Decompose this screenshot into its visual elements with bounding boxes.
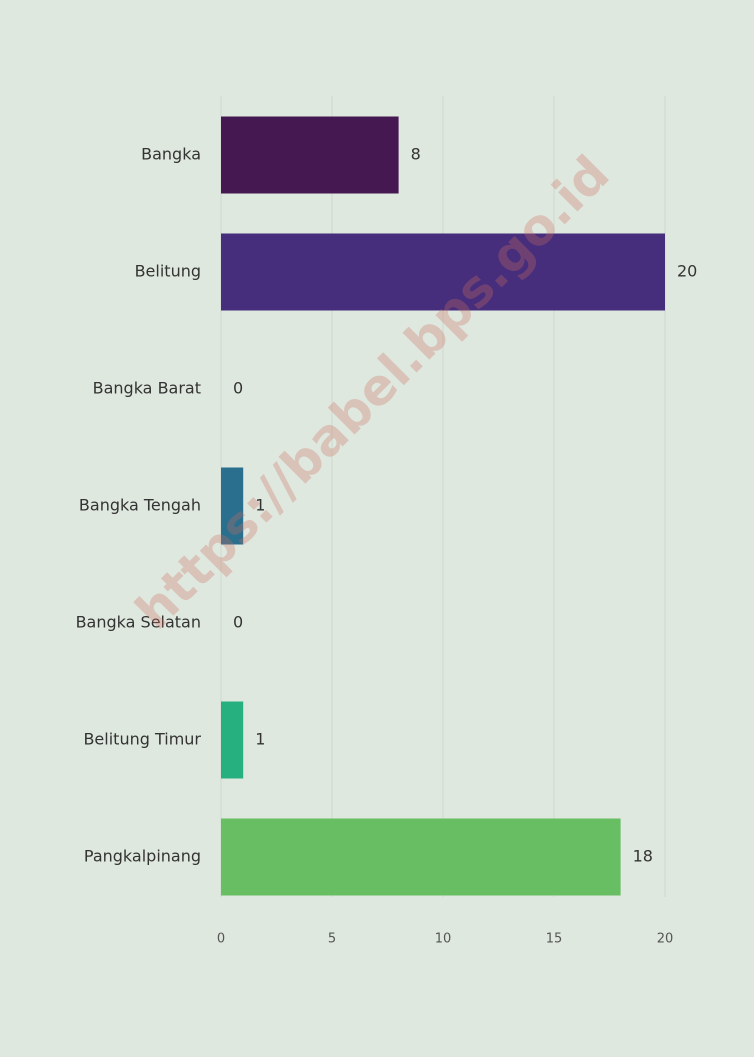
bar [221, 233, 665, 311]
data-label: 18 [633, 847, 653, 866]
y-tick-label: Bangka [141, 145, 201, 164]
y-tick-label: Belitung Timur [83, 730, 201, 749]
x-tick-label: 15 [546, 932, 563, 947]
data-label: 0 [233, 613, 243, 632]
data-label: 1 [255, 496, 265, 515]
y-tick-label: Pangkalpinang [84, 847, 201, 866]
bar [221, 701, 244, 779]
data-label: 20 [677, 262, 697, 281]
bar [221, 467, 244, 545]
x-tick-label: 20 [657, 932, 674, 947]
y-tick-label: Bangka Barat [93, 379, 201, 398]
x-tick-label: 0 [217, 932, 225, 947]
x-tick-label: 5 [328, 932, 336, 947]
y-tick-label: Bangka Tengah [79, 496, 201, 515]
x-tick-label: 10 [435, 932, 452, 947]
y-tick-label: Belitung [135, 262, 201, 281]
data-label: 1 [255, 730, 265, 749]
data-label: 8 [411, 145, 421, 164]
bar [221, 818, 621, 896]
y-tick-label: Bangka Selatan [76, 613, 201, 632]
bar [221, 116, 399, 194]
data-label: 0 [233, 379, 243, 398]
